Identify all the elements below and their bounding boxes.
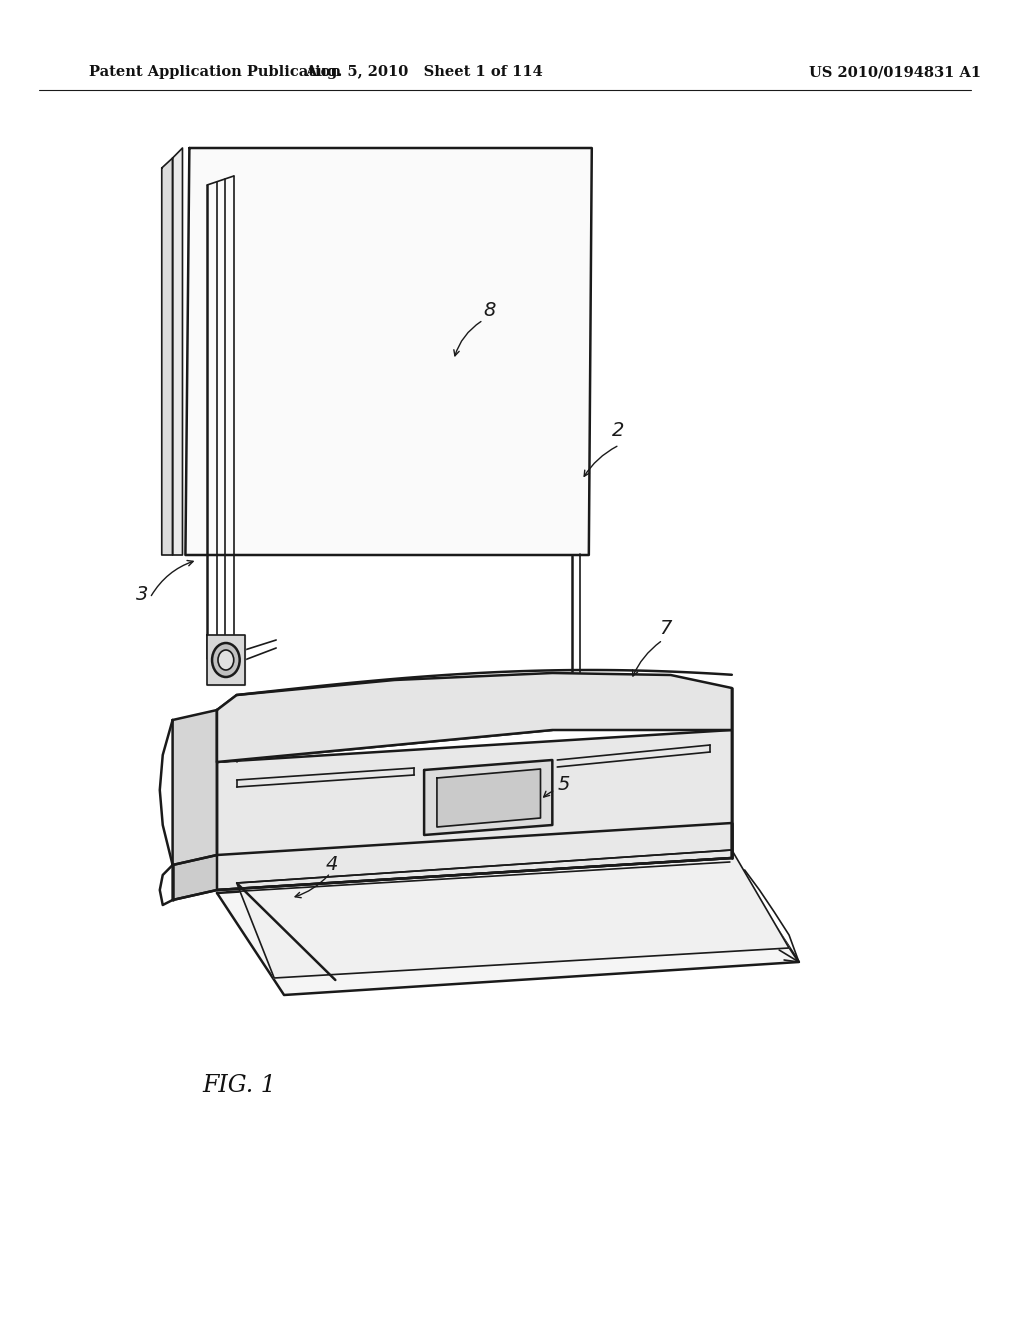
Ellipse shape (218, 649, 233, 671)
Text: 3: 3 (136, 586, 148, 605)
Text: 2: 2 (611, 421, 624, 440)
Polygon shape (207, 635, 245, 685)
Polygon shape (173, 822, 732, 900)
Ellipse shape (212, 643, 240, 677)
Text: 7: 7 (658, 619, 671, 638)
Polygon shape (217, 730, 732, 890)
Polygon shape (217, 861, 799, 995)
Polygon shape (424, 760, 552, 836)
Polygon shape (173, 710, 217, 865)
Text: FIG. 1: FIG. 1 (202, 1073, 275, 1097)
Text: Aug. 5, 2010   Sheet 1 of 114: Aug. 5, 2010 Sheet 1 of 114 (305, 65, 543, 79)
Text: 5: 5 (557, 776, 569, 795)
Polygon shape (237, 850, 790, 978)
Text: 8: 8 (483, 301, 496, 319)
Polygon shape (185, 148, 592, 554)
Text: 4: 4 (326, 855, 338, 874)
Polygon shape (437, 770, 541, 828)
Polygon shape (162, 158, 173, 554)
Text: US 2010/0194831 A1: US 2010/0194831 A1 (809, 65, 981, 79)
Polygon shape (217, 673, 732, 762)
Polygon shape (173, 148, 182, 554)
Text: Patent Application Publication: Patent Application Publication (89, 65, 341, 79)
Polygon shape (217, 693, 552, 762)
